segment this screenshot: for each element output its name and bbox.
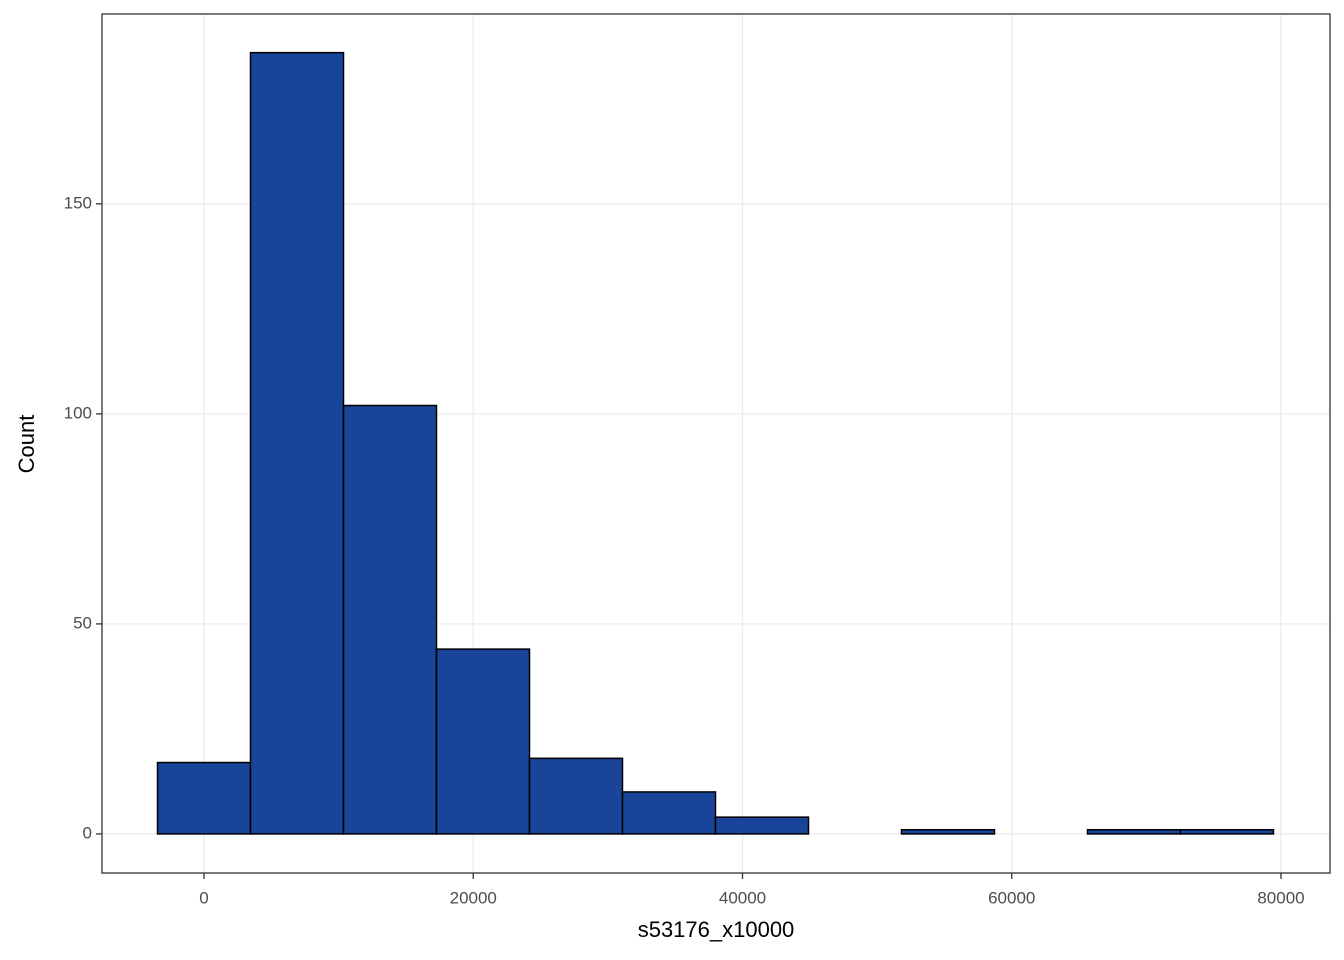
panel-border: [101, 13, 1331, 874]
bar: [900, 828, 996, 835]
x-tick-label: 0: [199, 888, 208, 907]
bar: [528, 757, 624, 835]
bar: [249, 51, 345, 835]
y-tick-label: 100: [64, 403, 92, 422]
x-axis-title: s53176_x10000: [638, 917, 795, 942]
bar: [1086, 828, 1182, 835]
bar: [621, 791, 717, 835]
bar: [714, 816, 810, 835]
x-tick-label: 20000: [450, 888, 497, 907]
bar: [435, 648, 531, 835]
y-axis-title: Count: [14, 415, 39, 474]
y-tick-label: 150: [64, 193, 92, 212]
bar: [1179, 828, 1275, 835]
x-tick-label: 40000: [719, 888, 766, 907]
y-tick-label: 0: [83, 823, 92, 842]
x-tick-label: 80000: [1257, 888, 1304, 907]
bar: [156, 761, 252, 835]
y-tick-label: 50: [73, 613, 92, 632]
x-tick-label: 60000: [988, 888, 1035, 907]
bar: [342, 404, 438, 835]
